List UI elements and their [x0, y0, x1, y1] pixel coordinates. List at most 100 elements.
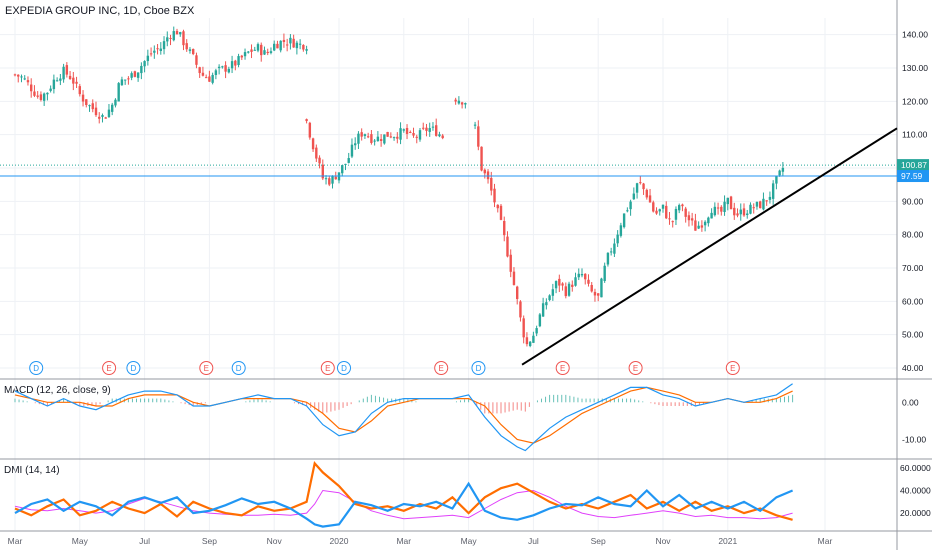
- candle-body: [52, 79, 56, 90]
- macd-series: [14, 383, 793, 452]
- candle-body: [94, 107, 98, 116]
- dividend-marker[interactable]: D: [231, 361, 246, 375]
- candle-body: [587, 279, 590, 284]
- candle-body: [130, 73, 133, 78]
- candle-body: [603, 265, 606, 281]
- candle-body: [493, 188, 496, 203]
- candle-body: [412, 133, 415, 136]
- candle-body: [55, 80, 59, 82]
- candle-body: [354, 143, 357, 146]
- candle-body: [729, 196, 733, 210]
- event-circle: [725, 361, 740, 375]
- candle-body: [707, 217, 710, 224]
- price-tick-label: 90.00: [902, 196, 924, 206]
- earnings-marker[interactable]: E: [725, 361, 740, 375]
- event-circle: [320, 361, 335, 375]
- candle-body: [243, 52, 247, 57]
- dividend-marker[interactable]: D: [471, 361, 486, 375]
- event-letter: E: [730, 364, 735, 373]
- candle-body: [626, 210, 629, 212]
- candle-body: [506, 236, 509, 257]
- candle-body: [538, 314, 542, 327]
- candle-body: [759, 201, 762, 209]
- candle-body: [681, 204, 684, 207]
- time-axis[interactable]: Mar May Jul Sep Nov 2020 Mar May Jul Sep Nov 2021 Ma…: [8, 536, 833, 546]
- candle-body: [483, 169, 486, 174]
- candle-body: [146, 55, 150, 62]
- candle-body: [149, 53, 153, 55]
- candle-body: [600, 278, 603, 298]
- candle-body: [120, 79, 124, 86]
- candle-body: [292, 38, 295, 48]
- candle-body: [464, 103, 467, 105]
- dmi-tick-label: 40.0000: [900, 485, 931, 495]
- candle-body: [175, 30, 179, 35]
- candle-body: [383, 134, 386, 144]
- candle-body: [460, 102, 464, 105]
- candle-body: [331, 176, 334, 184]
- dividend-marker[interactable]: D: [29, 361, 44, 375]
- event-letter: D: [33, 364, 39, 373]
- earnings-marker[interactable]: E: [434, 361, 449, 375]
- candle-body: [376, 136, 380, 142]
- price-tick-label: 40.00: [902, 363, 924, 373]
- candle-body: [503, 221, 506, 236]
- price-axis[interactable]: 40.00 50.00 60.00 70.00 80.00 90.00 110.00 120.…: [897, 30, 931, 518]
- candle-body: [107, 109, 111, 117]
- candle-body: [613, 243, 616, 254]
- price-tick-label: 50.00: [902, 330, 924, 340]
- candle-body: [768, 196, 772, 200]
- macd-tick-label: -10.00: [902, 434, 926, 444]
- earnings-marker[interactable]: E: [199, 361, 214, 375]
- candle-body: [250, 49, 253, 52]
- candle-body: [778, 170, 781, 176]
- candle-body: [499, 205, 503, 220]
- candle-body: [289, 37, 292, 44]
- candle-body: [273, 43, 276, 51]
- candle-body: [260, 44, 263, 56]
- candle-body: [159, 48, 162, 52]
- event-circle: [337, 361, 351, 375]
- candle-body: [532, 335, 535, 343]
- candle-body: [279, 40, 282, 51]
- candle-body: [133, 71, 137, 77]
- candle-body: [567, 283, 571, 296]
- candle-body: [402, 129, 405, 131]
- candle-body: [584, 273, 587, 280]
- candle-body: [308, 122, 312, 138]
- candle-body: [422, 127, 425, 129]
- date-tick-label: Mar: [396, 536, 411, 546]
- candle-body: [713, 206, 717, 216]
- candle-body: [162, 41, 166, 50]
- event-letter: D: [131, 364, 137, 373]
- candle-body: [733, 207, 736, 216]
- date-tick-label: Nov: [655, 536, 671, 546]
- candle-body: [551, 289, 555, 296]
- candle-body: [742, 208, 746, 216]
- candle-body: [723, 201, 726, 212]
- earnings-marker[interactable]: E: [102, 361, 117, 375]
- candle-body: [30, 84, 33, 92]
- dividend-marker[interactable]: D: [126, 361, 141, 375]
- candle-body: [535, 328, 538, 334]
- event-letter: E: [439, 364, 444, 373]
- candle-body: [224, 65, 227, 72]
- date-tick-label: Sep: [202, 536, 217, 546]
- earnings-marker[interactable]: E: [555, 361, 570, 375]
- candle-body: [629, 201, 632, 210]
- dmi-tick-label: 20.0000: [900, 508, 931, 518]
- earnings-marker[interactable]: E: [628, 361, 643, 375]
- last-price-value: 100.87: [901, 160, 927, 170]
- candle-body: [282, 39, 286, 43]
- candle-body: [295, 42, 299, 49]
- candle-body: [415, 136, 418, 138]
- earnings-marker[interactable]: E: [320, 361, 335, 375]
- date-tick-label: Nov: [267, 536, 283, 546]
- candle-body: [156, 48, 159, 50]
- candle-body: [373, 140, 376, 142]
- dividend-marker[interactable]: D: [337, 361, 351, 375]
- candle-body: [256, 44, 260, 51]
- candle-body: [684, 208, 687, 217]
